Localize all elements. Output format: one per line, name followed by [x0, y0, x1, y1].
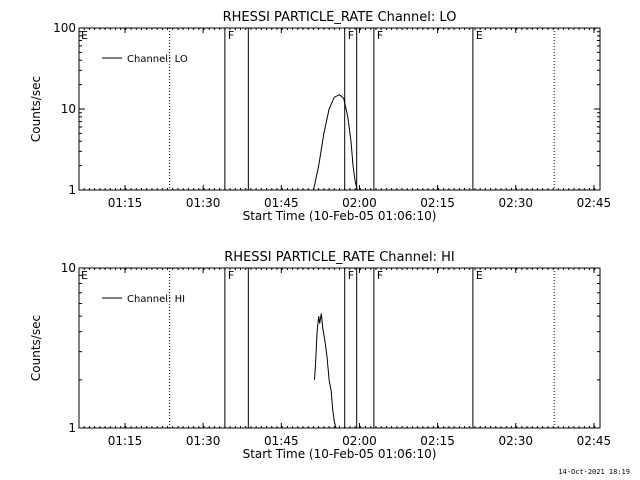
x-tick-label: 02:15 [420, 434, 455, 448]
y-axis-label: Counts/sec [29, 315, 43, 381]
chart-title: RHESSI PARTICLE_RATE Channel: HI [224, 250, 454, 265]
plot-frame [78, 267, 601, 429]
x-tick-label: 02:00 [342, 434, 377, 448]
x-tick-label: 02:00 [342, 196, 377, 210]
flag-label: F [228, 29, 234, 42]
chart-panel-1: RHESSI PARTICLE_RATE Channel: LO 01:15 01:… [29, 10, 611, 223]
x-tick-label: 01:15 [108, 434, 143, 448]
y-tick-label: 100 [53, 21, 76, 35]
y-tick-label: 1 [68, 183, 76, 197]
chart-panel-2: RHESSI PARTICLE_RATE Channel: HI 01:15 01:… [29, 250, 611, 461]
flag-label: F [228, 269, 234, 282]
chart-title: RHESSI PARTICLE_RATE Channel: LO [223, 10, 457, 25]
x-tick-label: 02:15 [420, 196, 455, 210]
x-tick-label: 02:30 [498, 196, 533, 210]
plot-frame [78, 27, 601, 191]
y-axis-label: Counts/sec [29, 76, 43, 142]
x-axis-label: Start Time (10-Feb-05 01:06:10) [243, 209, 437, 223]
x-axis-label: Start Time (10-Feb-05 01:06:10) [243, 447, 437, 461]
x-tick-label: 01:45 [264, 196, 299, 210]
legend-label: Channel: HI [127, 294, 185, 305]
x-tick-label: 02:45 [577, 434, 612, 448]
x-tick-label: 01:45 [264, 434, 299, 448]
y-tick-label: 10 [61, 261, 76, 275]
x-tick-label: 02:45 [577, 196, 612, 210]
y-tick-label: 10 [61, 102, 76, 116]
flag-label: E [476, 269, 483, 282]
series-line [314, 313, 337, 429]
x-tick-label: 02:30 [498, 434, 533, 448]
flag-label: F [377, 29, 383, 42]
flag-label: F [377, 269, 383, 282]
series-line [313, 94, 358, 191]
flag-label: F [348, 269, 354, 282]
edge-flag-label: E [81, 29, 88, 42]
edge-flag-label: E [81, 269, 88, 282]
flag-label: F [348, 29, 354, 42]
x-tick-label: 01:30 [186, 196, 221, 210]
x-tick-label: 01:15 [108, 196, 143, 210]
x-tick-label: 01:30 [186, 434, 221, 448]
flag-label: E [476, 29, 483, 42]
legend-label: Channel: LO [127, 54, 188, 65]
timestamp-label: 14-Oct-2021 18:19 [558, 468, 630, 476]
y-tick-label: 1 [68, 421, 76, 435]
